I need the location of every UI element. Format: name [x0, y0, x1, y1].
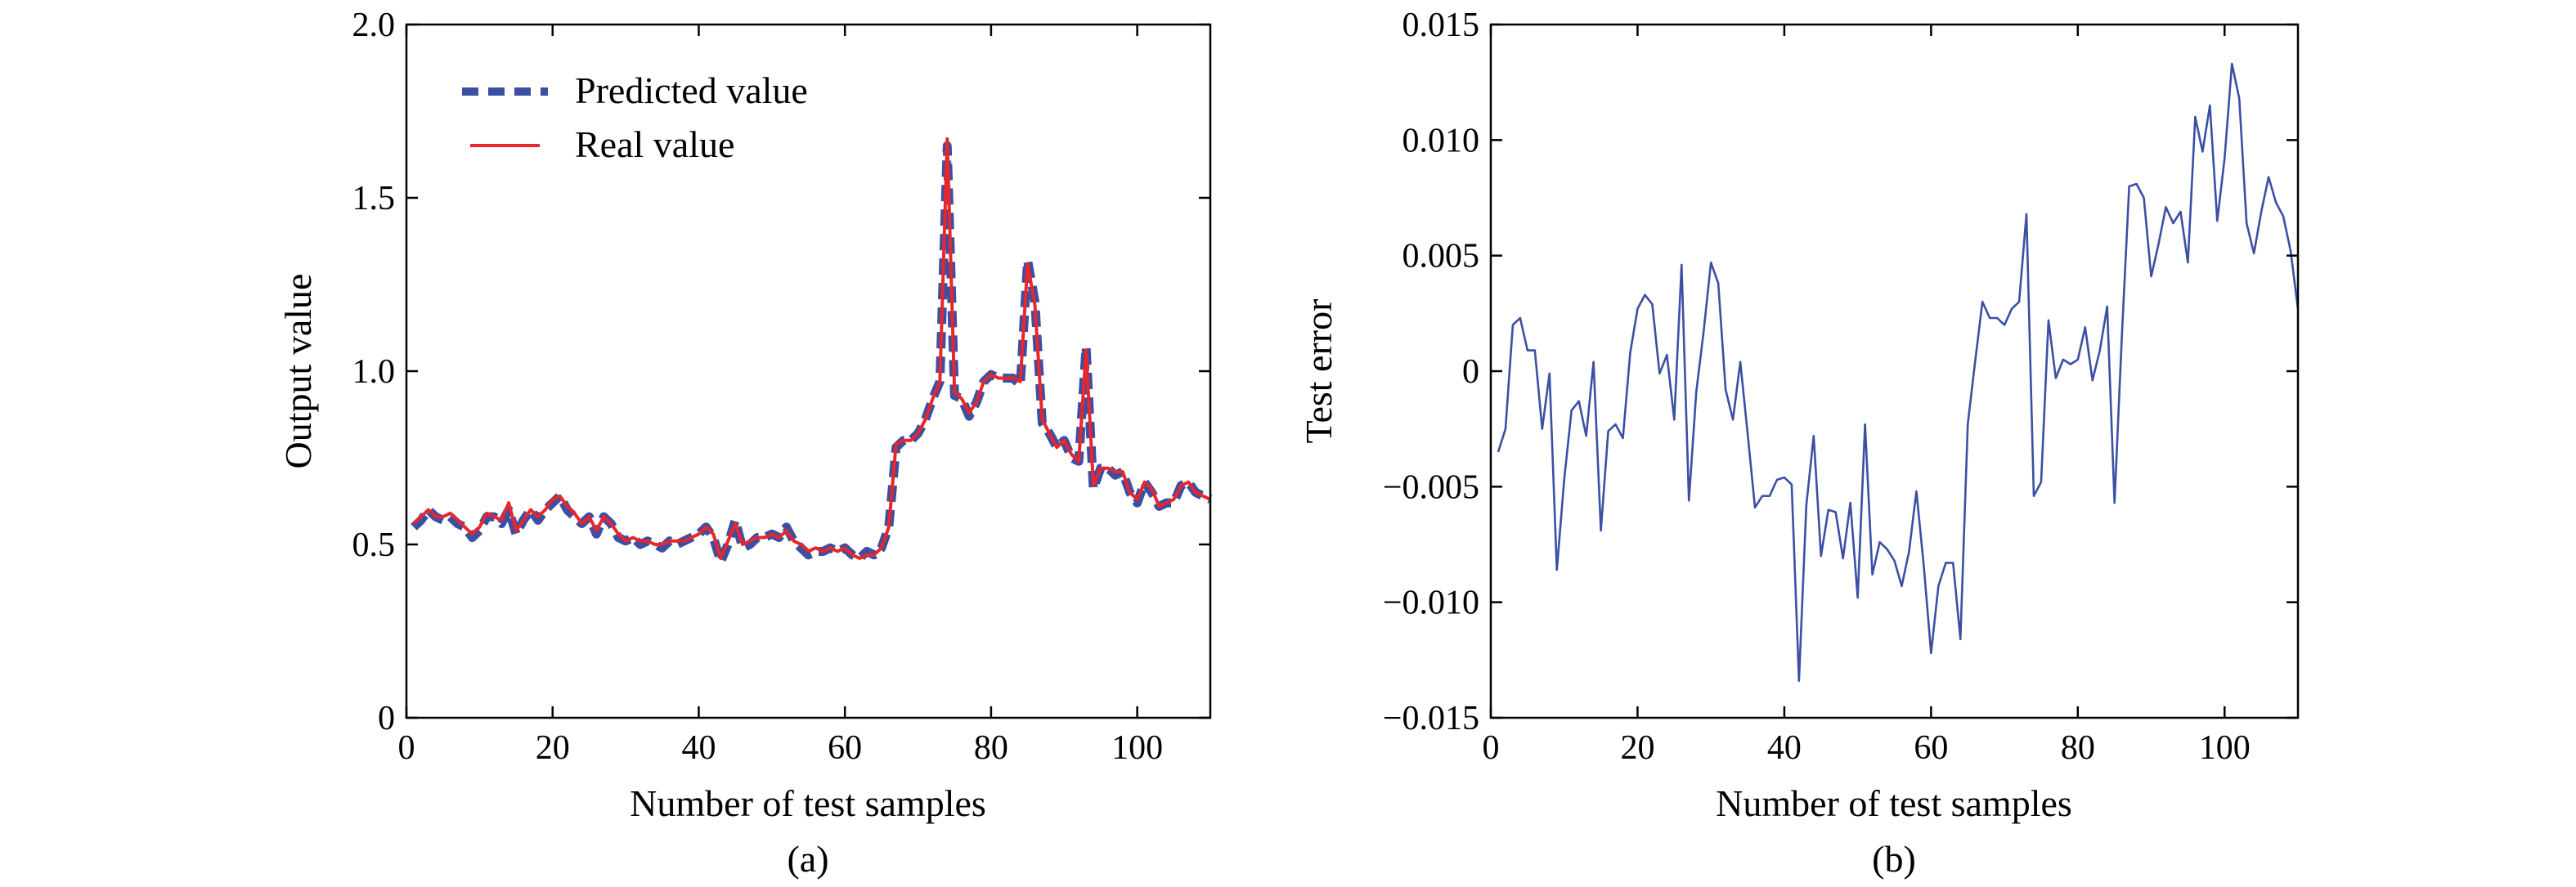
panel-a-x-axis-label: Number of test samples: [630, 782, 986, 824]
panel-b-x-tick-label: 0: [1483, 729, 1500, 767]
panel-b-y-tick-label: −0.010: [1383, 585, 1479, 622]
panel-a-x-tick-label: 60: [828, 729, 862, 767]
panel-b-series-test-error-line: [1497, 62, 2300, 683]
panel-a-x-tick-label: 20: [536, 729, 570, 767]
panel-b-x-tick-label: 40: [1767, 729, 1802, 767]
panel-b-test-error-chart: 0 20 40 60 80 100 −0.015 −0.010 −0.005 0 0.005 0.0…: [1298, 7, 2300, 880]
panel-a-y-tick-label: 1.5: [352, 180, 396, 217]
legend-predicted-label: Predicted value: [575, 69, 808, 111]
panel-a-x-tick-label: 40: [681, 729, 716, 767]
panel-a-series-group: [411, 137, 1213, 567]
panel-a-x-tick-label: 0: [398, 729, 415, 767]
panel-a-label: (a): [787, 838, 828, 880]
panel-a-y-axis-label: Output value: [277, 274, 319, 469]
panel-a-x-tick-label: 80: [974, 729, 1008, 767]
panel-a-x-ticks: 0 20 40 60 80 100: [398, 25, 1163, 767]
panel-a-y-tick-label: 0: [378, 700, 395, 737]
panel-a-x-tick-label: 100: [1111, 729, 1163, 767]
panel-a-legend: Predicted value Real value: [462, 69, 808, 165]
panel-b-label: (b): [1872, 838, 1916, 880]
panel-b-series-group: [1497, 62, 2300, 683]
panel-b-x-tick-label: 80: [2061, 729, 2095, 767]
panel-b-y-tick-label: −0.005: [1383, 468, 1479, 506]
panel-b-y-tick-label: −0.015: [1383, 700, 1479, 737]
panel-a-plot-frame: [405, 23, 1212, 719]
panel-a-output-value-chart: 0 20 40 60 80 100 0 0.5 1.0 1.5 2.0 Number of tes…: [277, 7, 1213, 880]
legend-real-label: Real value: [575, 123, 734, 165]
panel-b-x-tick-label: 100: [2199, 729, 2251, 767]
panel-b-y-ticks: −0.015 −0.010 −0.005 0 0.005 0.010 0.015: [1383, 7, 2298, 737]
panel-b-y-axis-label: Test error: [1298, 299, 1340, 444]
panel-b-x-tick-label: 60: [1914, 729, 1948, 767]
panel-b-x-axis-label: Number of test samples: [1716, 782, 2072, 824]
panel-b-y-tick-label: 0.005: [1402, 238, 1480, 276]
panel-b-y-tick-label: 0: [1462, 353, 1479, 391]
panel-a-y-tick-label: 0.5: [352, 526, 396, 564]
panel-b-y-tick-label: 0.010: [1402, 122, 1480, 159]
panel-b-x-ticks: 0 20 40 60 80 100: [1483, 25, 2251, 767]
panel-a-series-real-value-line: [412, 137, 1211, 560]
panel-a-series-predicted-value-line: [411, 141, 1213, 567]
panel-a-y-tick-label: 1.0: [352, 353, 396, 391]
panel-a-y-tick-label: 2.0: [352, 7, 396, 44]
panel-a-y-ticks: 0 0.5 1.0 1.5 2.0: [352, 7, 1210, 737]
panel-b-plot-frame: [1489, 23, 2300, 719]
panel-b-x-tick-label: 20: [1620, 729, 1654, 767]
panel-b-y-tick-label: 0.015: [1402, 7, 1480, 44]
